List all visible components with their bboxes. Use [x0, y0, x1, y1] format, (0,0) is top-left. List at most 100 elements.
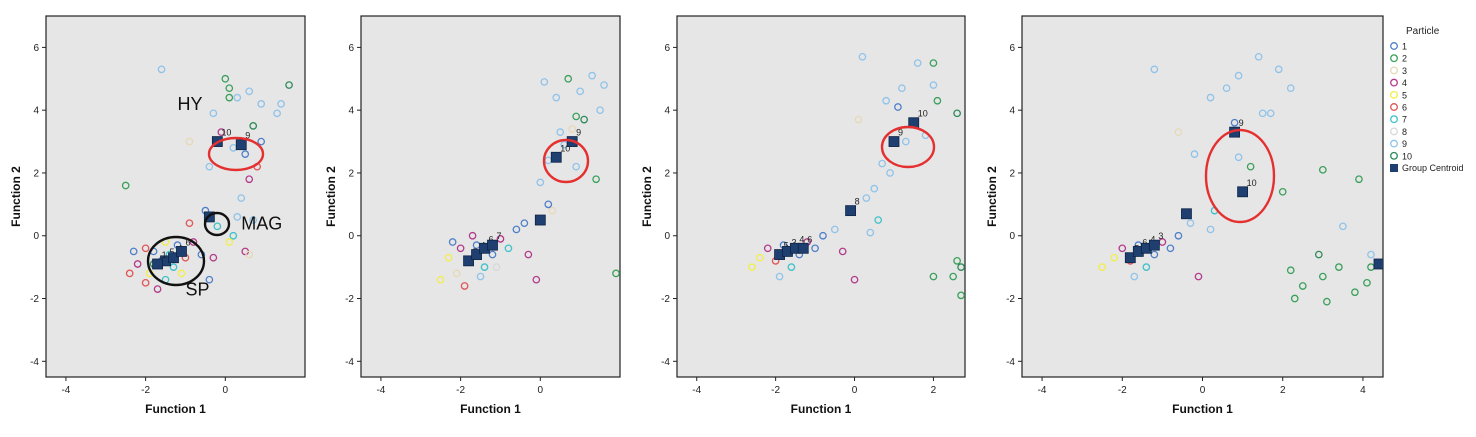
legend-label: 9 [1402, 139, 1407, 149]
y-tick-label: 0 [348, 231, 354, 242]
data-point [548, 206, 557, 215]
data-point [544, 200, 553, 209]
data-point [221, 74, 230, 83]
data-point [1274, 65, 1283, 74]
data-point [540, 78, 549, 86]
data-point [121, 181, 130, 190]
centroid-label: 9 [245, 131, 250, 141]
x-axis-title: Function 1 [791, 402, 852, 416]
x-axis-title: Function 1 [460, 402, 521, 416]
x-tick-label: -2 [771, 385, 780, 396]
centroid-label: 7 [496, 231, 501, 241]
x-tick-label: -2 [141, 385, 150, 396]
data-point [129, 247, 138, 256]
centroid-label: 1 [162, 250, 167, 260]
legend-centroid-label: Group Centroid [1402, 163, 1464, 173]
data-point [157, 65, 166, 74]
group-centroid [463, 255, 474, 267]
data-point [504, 244, 513, 253]
data-point [755, 253, 764, 262]
data-point [953, 109, 961, 118]
data-point [520, 219, 529, 228]
plot-marks: 56439102 [1098, 52, 1388, 306]
data-point [556, 128, 565, 136]
centroid-label: 9 [1239, 118, 1244, 128]
data-point [838, 247, 847, 256]
data-point [775, 272, 784, 281]
data-point [213, 222, 222, 231]
legend-marker [1390, 115, 1398, 124]
y-tick-label: -2 [345, 294, 354, 305]
data-point [953, 257, 961, 265]
data-point [894, 103, 902, 111]
group-centroid [168, 252, 179, 264]
data-point [1266, 109, 1275, 118]
legend-label: 6 [1402, 103, 1407, 113]
legend-label: 2 [1402, 54, 1407, 64]
group-centroid [534, 214, 546, 226]
group-centroid [845, 205, 856, 217]
data-point [819, 231, 827, 240]
y-tick-label: 2 [33, 168, 39, 179]
data-point [1351, 288, 1359, 297]
x-tick-label: -4 [692, 385, 701, 396]
data-point [862, 194, 871, 202]
data-point [1290, 294, 1299, 303]
data-point [512, 225, 521, 234]
group-centroid [152, 258, 163, 270]
data-point [1254, 52, 1263, 61]
legend-label: 10 [1402, 151, 1412, 161]
y-tick-label: -4 [661, 357, 670, 368]
data-point [748, 263, 756, 271]
y-tick-label: 2 [1009, 168, 1015, 179]
data-point [1258, 109, 1267, 118]
group-centroid [471, 249, 482, 260]
data-point [456, 244, 465, 253]
data-point [1150, 250, 1159, 259]
y-tick-label: -2 [1006, 294, 1015, 305]
data-point [592, 175, 600, 184]
data-point [1298, 282, 1307, 290]
legend-label: 4 [1402, 78, 1407, 88]
y-tick-label: 4 [664, 106, 670, 117]
data-point [249, 122, 258, 130]
legend-marker [1390, 103, 1398, 111]
data-point [480, 263, 489, 271]
data-point [141, 278, 150, 287]
legend-marker [1390, 42, 1398, 50]
data-point [929, 272, 938, 281]
centroid-label: 10 [1247, 178, 1257, 188]
group-centroid [176, 246, 187, 257]
data-point [476, 272, 485, 281]
data-point [209, 253, 218, 262]
data-point [878, 159, 887, 168]
legend-marker [1390, 139, 1398, 148]
data-point [225, 93, 234, 102]
data-point [576, 87, 585, 96]
centroid-label: 2 [1383, 250, 1388, 260]
data-point [1166, 244, 1175, 253]
data-point [1206, 93, 1215, 102]
legend-marker [1390, 90, 1398, 99]
centroid-label: 5 [784, 241, 789, 251]
data-point [1355, 175, 1363, 184]
x-tick-label: -2 [456, 385, 465, 396]
data-point [245, 87, 254, 96]
data-point [588, 71, 596, 80]
legend-label: 3 [1402, 66, 1407, 76]
annotation-mag: MAG [241, 213, 282, 233]
y-tick-label: -2 [661, 294, 670, 305]
plot-marks: 5467109 [436, 71, 620, 290]
plot-area [676, 15, 966, 378]
group-centroid [550, 151, 562, 163]
data-point [460, 282, 469, 290]
data-point [596, 106, 604, 115]
x-axis-title: Function 1 [1172, 402, 1233, 416]
data-point [882, 96, 890, 105]
data-point [177, 269, 186, 278]
